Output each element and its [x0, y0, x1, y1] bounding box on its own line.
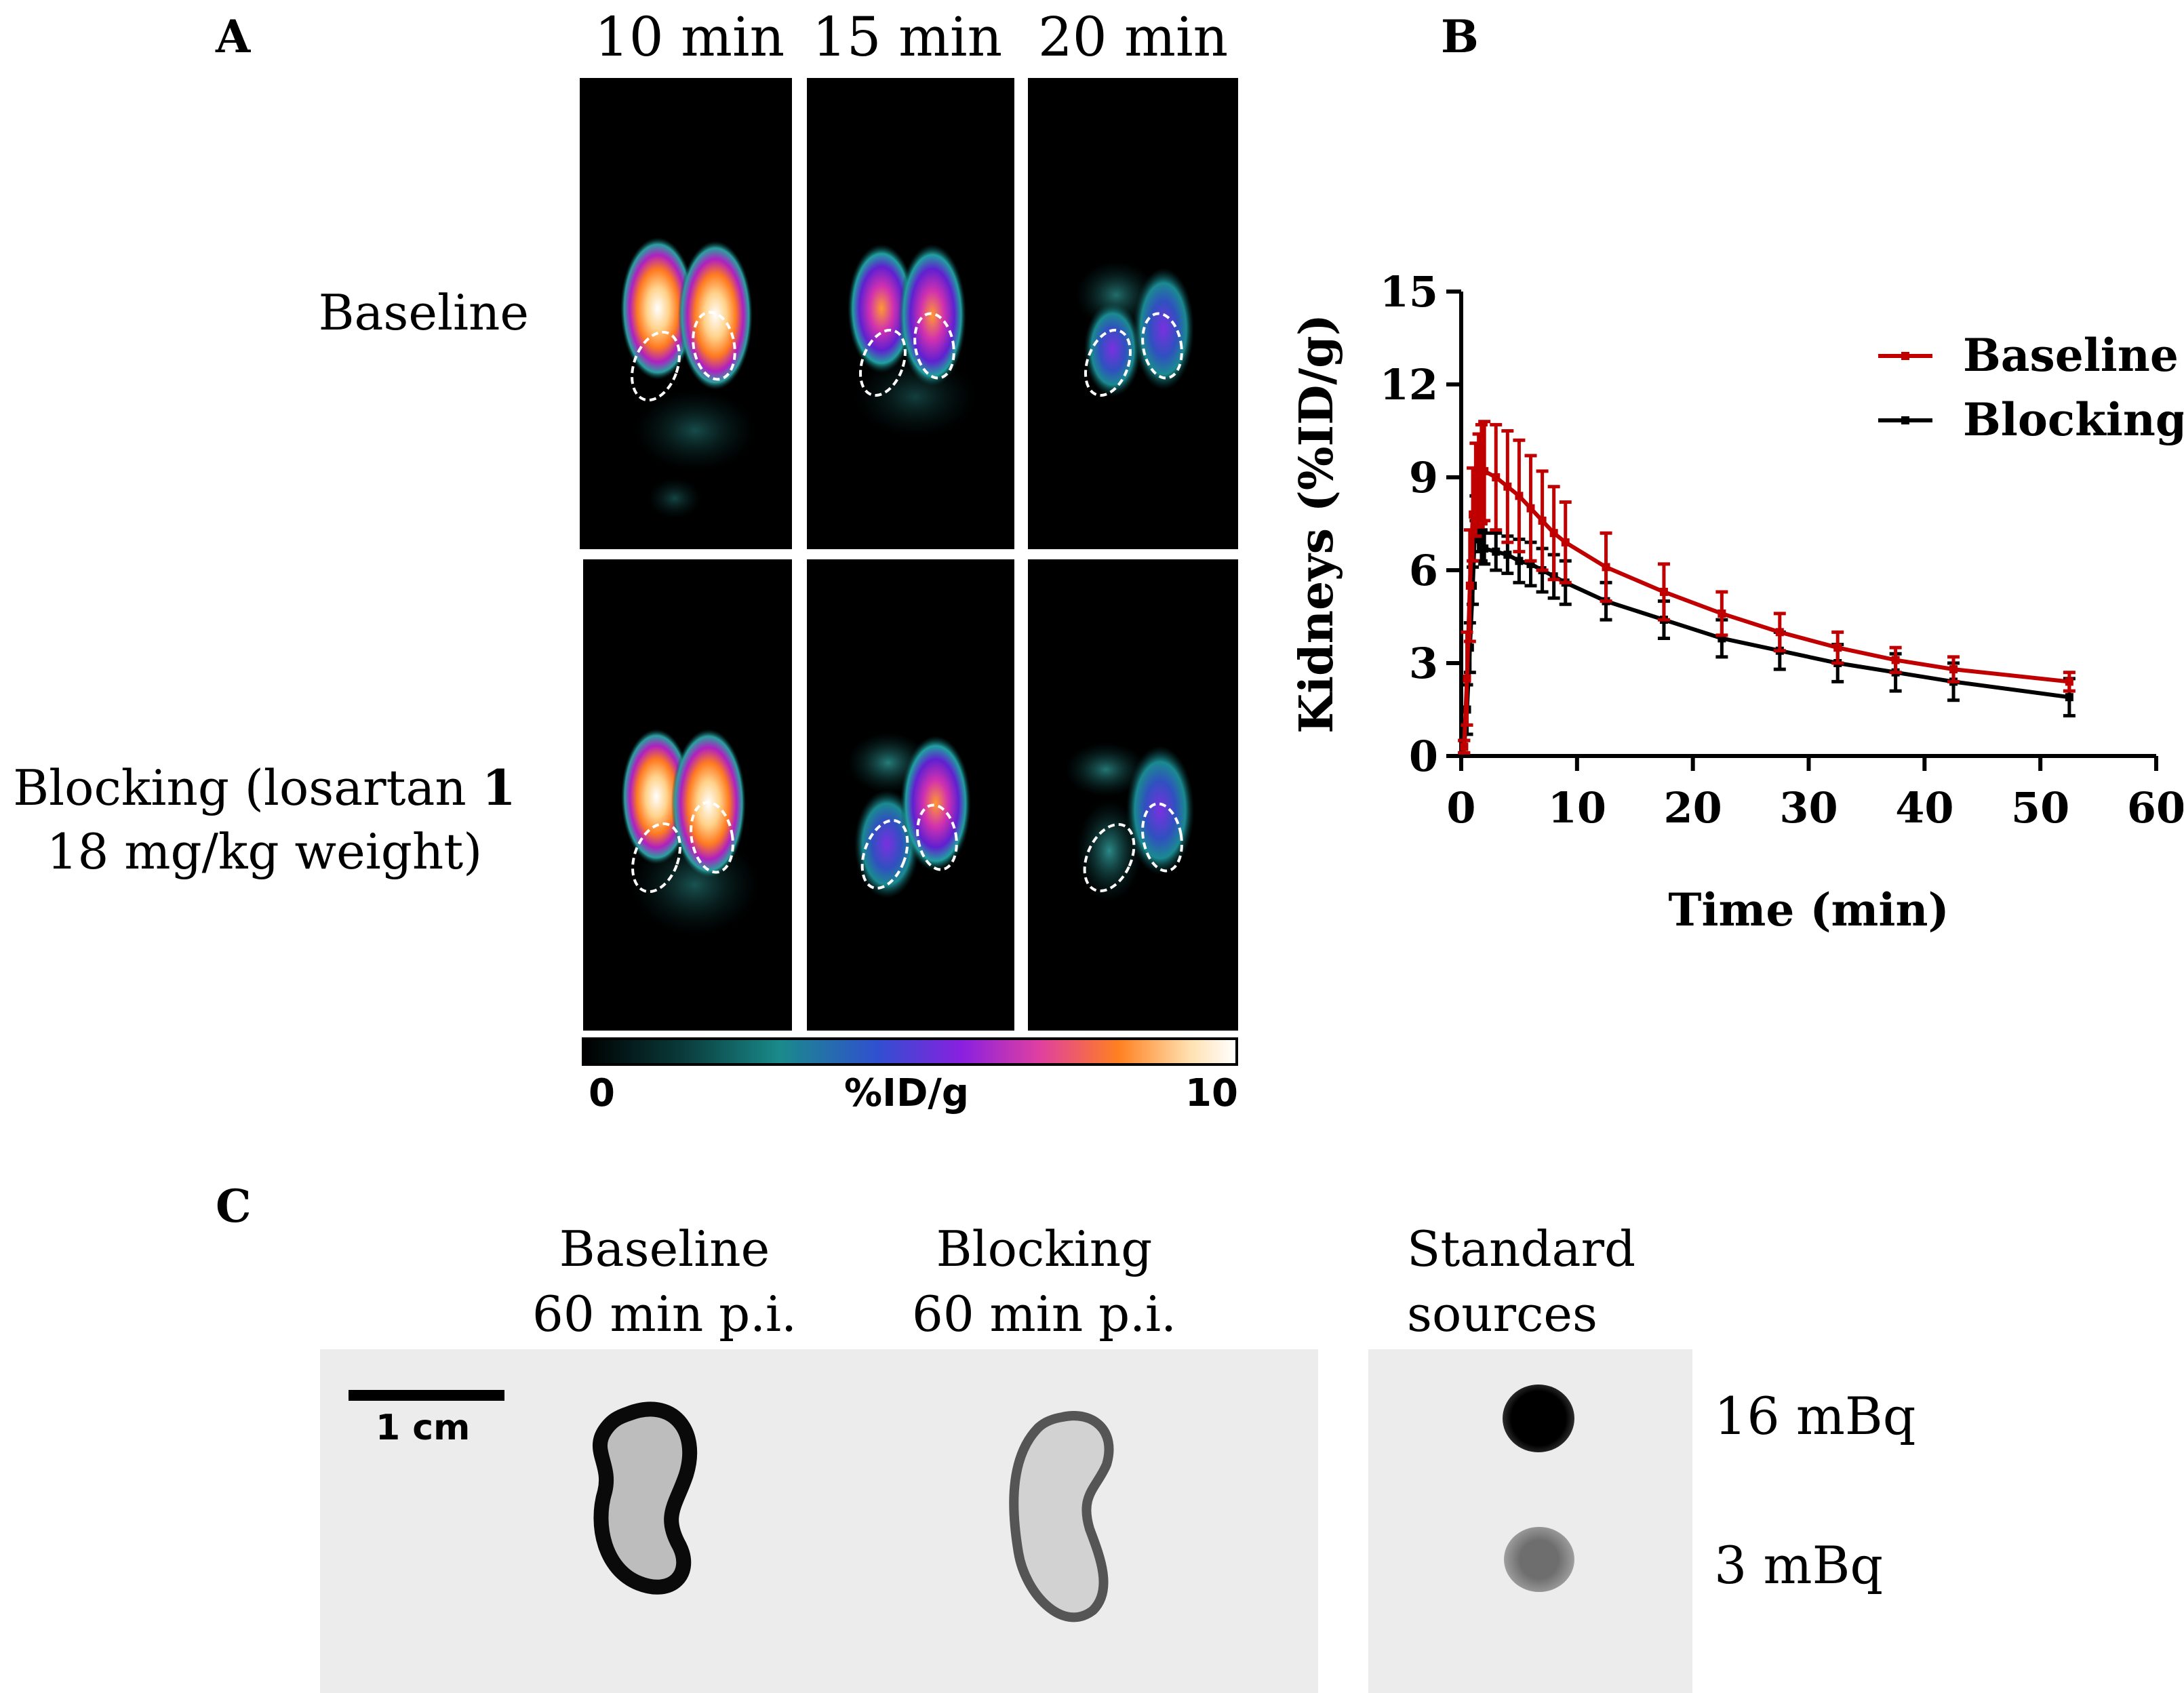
baseline-data-point — [1561, 538, 1570, 546]
legend-label-baseline: Baseline — [1963, 329, 2179, 382]
standard-source-3mbq — [1504, 1527, 1574, 1592]
standard-sources-header-l2: sources — [1407, 1285, 1597, 1342]
baseline-data-point — [1463, 674, 1471, 683]
blocking-data-point — [2065, 693, 2073, 702]
standard-sources-header: Standard sources — [1407, 1217, 1678, 1347]
baseline-data-point — [1480, 466, 1489, 475]
compound-number: 1 — [481, 759, 516, 816]
pet-image-baseline-20min — [1028, 78, 1238, 549]
y-tick-label: 6 — [1409, 546, 1438, 595]
pet-image-baseline-15min — [807, 78, 1014, 549]
baseline-ar-header-l2: 60 min p.i. — [532, 1285, 797, 1342]
y-axis-title: Kidneys (%ID/g) — [1290, 314, 1344, 734]
x-tick-label: 10 — [1548, 783, 1606, 833]
baseline-data-point — [1460, 742, 1469, 751]
source-label-16mbq: 16 mBq — [1714, 1386, 1916, 1446]
row-label-blocking-text: Blocking (losartan — [13, 759, 482, 816]
scale-bar — [349, 1390, 504, 1401]
legend-marker-blocking — [1901, 416, 1909, 424]
blocking-ar-header-l2: 60 min p.i. — [912, 1285, 1176, 1342]
blocking-kidney-section — [1009, 1411, 1114, 1622]
baseline-data-point — [1949, 665, 1958, 674]
baseline-ar-header-l1: Baseline — [559, 1220, 770, 1277]
pet-image-blocking-15min — [807, 559, 1014, 1031]
blocking-ar-header: Blocking 60 min p.i. — [909, 1217, 1180, 1347]
column-header-10min: 10 min — [594, 5, 785, 68]
baseline-data-point — [1471, 485, 1480, 494]
baseline-data-point — [1469, 510, 1477, 519]
y-tick-label: 0 — [1409, 732, 1438, 781]
panel-a-letter: A — [216, 10, 251, 63]
x-tick-label: 50 — [2011, 783, 2069, 833]
kidney-tac-chart: 0 3 6 9 12 15 0 10 20 30 40 50 60 Time (min) Kidneys (… — [1290, 267, 2183, 936]
legend-marker-baseline — [1901, 352, 1909, 360]
baseline-data-point — [1833, 643, 1842, 652]
x-tick-label: 30 — [1779, 783, 1838, 833]
pet-image-baseline-10min — [580, 78, 792, 549]
baseline-data-point — [1474, 476, 1483, 485]
baseline-data-point — [1549, 529, 1558, 538]
baseline-ar-header: Baseline 60 min p.i. — [529, 1217, 800, 1347]
row-label-blocking: Blocking (losartan 1 18 mg/kg weight) — [0, 756, 529, 883]
baseline-data-point — [1602, 563, 1610, 572]
y-tick-label: 12 — [1380, 360, 1438, 410]
column-header-15min: 15 min — [812, 5, 1003, 68]
autoradiography-kidneys: 1 cm — [320, 1349, 1318, 1693]
baseline-data-point — [1515, 492, 1524, 500]
baseline-data-point — [1503, 482, 1512, 491]
colorbar-unit: %ID/g — [844, 1071, 969, 1115]
y-tick-label: 9 — [1409, 453, 1438, 502]
baseline-data-point — [1538, 516, 1547, 525]
row-label-blocking-dose: 18 mg/kg weight) — [46, 822, 483, 880]
baseline-data-point — [2065, 677, 2073, 686]
panel-b-letter: B — [1441, 10, 1479, 63]
panel-c-letter: C — [216, 1180, 252, 1233]
blocking-data-point — [1503, 551, 1512, 559]
column-header-20min: 20 min — [1037, 5, 1229, 68]
blocking-ar-header-l1: Blocking — [936, 1220, 1153, 1277]
baseline-data-point — [1718, 609, 1726, 618]
row-label-baseline: Baseline — [318, 284, 529, 341]
scale-bar-label: 1 cm — [376, 1408, 471, 1448]
y-tick-label: 3 — [1409, 639, 1438, 688]
blocking-data-point — [1492, 547, 1501, 556]
colorbar-gradient — [584, 1040, 1235, 1063]
x-tick-label: 0 — [1446, 783, 1475, 833]
y-tick-label: 15 — [1380, 267, 1438, 317]
colorbar-max: 10 — [1185, 1071, 1238, 1115]
baseline-data-point — [1465, 581, 1474, 590]
x-axis-title: Time (min) — [1668, 883, 1949, 936]
source-label-3mbq: 3 mBq — [1714, 1535, 1884, 1595]
x-tick-label: 60 — [2127, 783, 2183, 833]
baseline-data-point — [1775, 628, 1784, 637]
blocking-data-point — [1515, 557, 1524, 565]
baseline-kidney-section — [592, 1401, 698, 1595]
baseline-data-point — [1891, 656, 1900, 664]
pet-image-blocking-10min — [583, 559, 792, 1031]
baseline-data-point — [1492, 473, 1501, 481]
blocking-data-point — [1480, 544, 1489, 553]
x-tick-label: 20 — [1664, 783, 1722, 833]
standard-sources-blot — [1368, 1349, 1692, 1693]
colorbar — [582, 1037, 1238, 1066]
standard-sources-header-l1: Standard — [1407, 1220, 1636, 1277]
x-tick-label: 40 — [1895, 783, 1953, 833]
standard-source-16mbq — [1503, 1385, 1574, 1452]
baseline-data-point — [1526, 504, 1535, 513]
baseline-data-point — [1659, 587, 1668, 596]
legend-label-blocking: Blocking — [1963, 393, 2183, 446]
colorbar-min: 0 — [589, 1071, 615, 1115]
pet-image-blocking-20min — [1028, 559, 1238, 1031]
